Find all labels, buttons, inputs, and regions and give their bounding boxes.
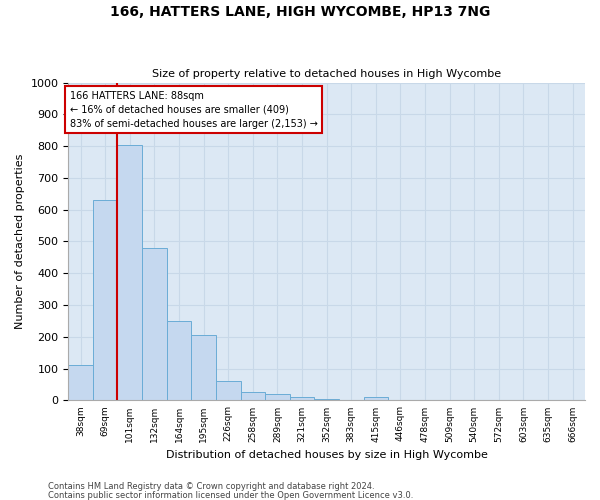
Bar: [191, 336, 216, 400]
Text: Contains public sector information licensed under the Open Government Licence v3: Contains public sector information licen…: [48, 491, 413, 500]
Bar: [241, 392, 265, 400]
Bar: [364, 396, 388, 400]
Text: Contains HM Land Registry data © Crown copyright and database right 2024.: Contains HM Land Registry data © Crown c…: [48, 482, 374, 491]
Bar: [142, 248, 167, 400]
Title: Size of property relative to detached houses in High Wycombe: Size of property relative to detached ho…: [152, 69, 501, 79]
Bar: [93, 200, 118, 400]
Text: 166 HATTERS LANE: 88sqm
← 16% of detached houses are smaller (409)
83% of semi-d: 166 HATTERS LANE: 88sqm ← 16% of detache…: [70, 90, 317, 128]
Bar: [290, 396, 314, 400]
Bar: [118, 144, 142, 400]
Bar: [265, 394, 290, 400]
X-axis label: Distribution of detached houses by size in High Wycombe: Distribution of detached houses by size …: [166, 450, 488, 460]
Y-axis label: Number of detached properties: Number of detached properties: [15, 154, 25, 329]
Text: 166, HATTERS LANE, HIGH WYCOMBE, HP13 7NG: 166, HATTERS LANE, HIGH WYCOMBE, HP13 7N…: [110, 5, 490, 19]
Bar: [216, 382, 241, 400]
Bar: [314, 399, 339, 400]
Bar: [167, 321, 191, 400]
Bar: [68, 366, 93, 400]
